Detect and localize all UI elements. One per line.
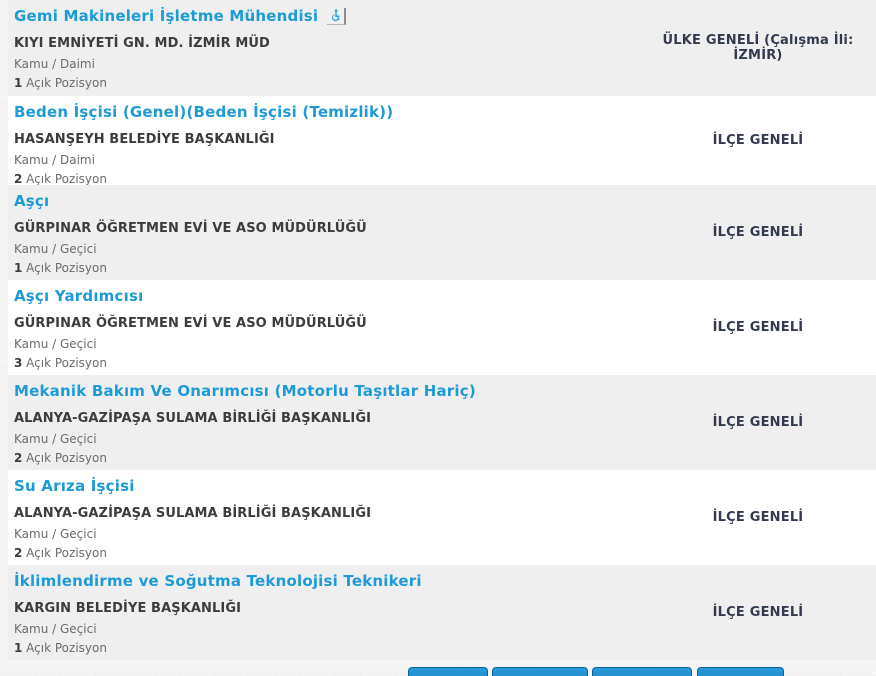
job-employer: KIYI EMNİYETİ GN. MD. İZMİR MÜD xyxy=(14,36,270,51)
job-location-scope: İLÇE GENELİ xyxy=(712,415,804,430)
job-title-line: Beden İşçisi (Genel)(Beden İşçisi (Temiz… xyxy=(14,103,636,122)
job-title-line: Su Arıza İşçisi xyxy=(14,477,636,496)
job-listing-row[interactable]: Aşçı Yardımcısı GÜRPINAR ÖĞRETMEN EVİ VE… xyxy=(8,280,876,375)
open-position-label: Açık Pozisyon xyxy=(22,172,107,186)
job-sector-type: Kamu / Geçici xyxy=(14,622,97,636)
job-open-positions: 1 Açık Pozisyon xyxy=(14,76,636,91)
pagination-button-2[interactable] xyxy=(492,667,588,676)
job-employer: GÜRPINAR ÖĞRETMEN EVİ VE ASO MÜDÜRLÜĞÜ xyxy=(14,221,367,236)
job-open-positions: 1 Açık Pozisyon xyxy=(14,641,636,656)
job-sector-type: Kamu / Daimi xyxy=(14,153,95,167)
pagination-bar xyxy=(0,667,876,676)
pagination-button-1[interactable] xyxy=(408,667,488,676)
open-position-count: 2 xyxy=(14,546,23,560)
job-title-line: Gemi Makineleri İşletme Mühendisi xyxy=(14,7,636,26)
job-title-link[interactable]: Mekanik Bakım Ve Onarımcısı (Motorlu Taş… xyxy=(14,382,476,400)
job-location-scope: ÜLKE GENELİ (Çalışma İli: İZMİR) xyxy=(662,33,854,63)
job-sector-type: Kamu / Daimi xyxy=(14,57,95,71)
job-title-line: Mekanik Bakım Ve Onarımcısı (Motorlu Taş… xyxy=(14,382,636,401)
job-location-scope: İLÇE GENELİ xyxy=(712,605,804,620)
open-position-count: 1 xyxy=(14,76,23,90)
job-sector-type: Kamu / Geçici xyxy=(14,527,97,541)
job-title-link[interactable]: Aşçı Yardımcısı xyxy=(14,287,144,305)
open-position-label: Açık Pozisyon xyxy=(22,76,107,90)
open-position-label: Açık Pozisyon xyxy=(22,451,107,465)
open-position-label: Açık Pozisyon xyxy=(22,641,107,655)
job-title-link[interactable]: Aşçı xyxy=(14,192,50,210)
job-title-line: İklimlendirme ve Soğutma Teknolojisi Tek… xyxy=(14,572,636,591)
open-position-count: 1 xyxy=(14,261,23,275)
open-position-label: Açık Pozisyon xyxy=(22,356,107,370)
pagination-button-3[interactable] xyxy=(592,667,692,676)
job-title-line: Aşçı Yardımcısı xyxy=(14,287,636,306)
job-location-scope: İLÇE GENELİ xyxy=(712,225,804,240)
job-listing-row[interactable]: Su Arıza İşçisi ALANYA-GAZİPAŞA SULAMA B… xyxy=(8,470,876,565)
job-title-link[interactable]: Gemi Makineleri İşletme Mühendisi xyxy=(14,7,319,25)
open-position-count: 1 xyxy=(14,641,23,655)
job-listing-row[interactable]: İklimlendirme ve Soğutma Teknolojisi Tek… xyxy=(8,565,876,660)
open-position-count: 2 xyxy=(14,451,23,465)
job-listing-row[interactable]: Aşçı GÜRPINAR ÖĞRETMEN EVİ VE ASO MÜDÜRL… xyxy=(8,185,876,280)
job-open-positions: 2 Açık Pozisyon xyxy=(14,451,636,466)
open-position-count: 3 xyxy=(14,356,23,370)
job-title-link[interactable]: Beden İşçisi (Genel)(Beden İşçisi (Temiz… xyxy=(14,103,394,121)
job-title-link[interactable]: Su Arıza İşçisi xyxy=(14,477,135,495)
job-open-positions: 2 Açık Pozisyon xyxy=(14,172,636,187)
job-employer: HASANŞEYH BELEDİYE BAŞKANLIĞI xyxy=(14,132,275,147)
job-employer: GÜRPINAR ÖĞRETMEN EVİ VE ASO MÜDÜRLÜĞÜ xyxy=(14,316,367,331)
open-position-count: 2 xyxy=(14,172,23,186)
wheelchair-icon xyxy=(329,7,342,26)
pagination-button-4[interactable] xyxy=(697,667,784,676)
job-employer: ALANYA-GAZİPAŞA SULAMA BİRLİĞİ BAŞKANLIĞ… xyxy=(14,411,372,426)
open-position-label: Açık Pozisyon xyxy=(22,261,107,275)
job-employer: KARGIN BELEDİYE BAŞKANLIĞI xyxy=(14,601,242,616)
job-listing-row[interactable]: Beden İşçisi (Genel)(Beden İşçisi (Temiz… xyxy=(8,96,876,187)
job-sector-type: Kamu / Geçici xyxy=(14,432,97,446)
job-location-scope: İLÇE GENELİ xyxy=(712,510,804,525)
job-employer: ALANYA-GAZİPAŞA SULAMA BİRLİĞİ BAŞKANLIĞ… xyxy=(14,506,372,521)
job-listing-row[interactable]: Mekanik Bakım Ve Onarımcısı (Motorlu Taş… xyxy=(8,375,876,470)
job-title-link[interactable]: İklimlendirme ve Soğutma Teknolojisi Tek… xyxy=(14,572,422,590)
job-listing-row[interactable]: Gemi Makineleri İşletme Mühendisi KIYI E… xyxy=(8,0,876,96)
job-location-scope: İLÇE GENELİ xyxy=(712,320,804,335)
job-list: Gemi Makineleri İşletme Mühendisi KIYI E… xyxy=(8,0,876,660)
job-title-line: Aşçı xyxy=(14,192,636,211)
job-open-positions: 3 Açık Pozisyon xyxy=(14,356,636,371)
job-sector-type: Kamu / Geçici xyxy=(14,242,97,256)
open-position-label: Açık Pozisyon xyxy=(22,546,107,560)
wheelchair-icon-box xyxy=(327,7,347,26)
job-sector-type: Kamu / Geçici xyxy=(14,337,97,351)
job-location-scope: İLÇE GENELİ xyxy=(712,133,804,148)
job-open-positions: 1 Açık Pozisyon xyxy=(14,261,636,276)
job-open-positions: 2 Açık Pozisyon xyxy=(14,546,636,561)
